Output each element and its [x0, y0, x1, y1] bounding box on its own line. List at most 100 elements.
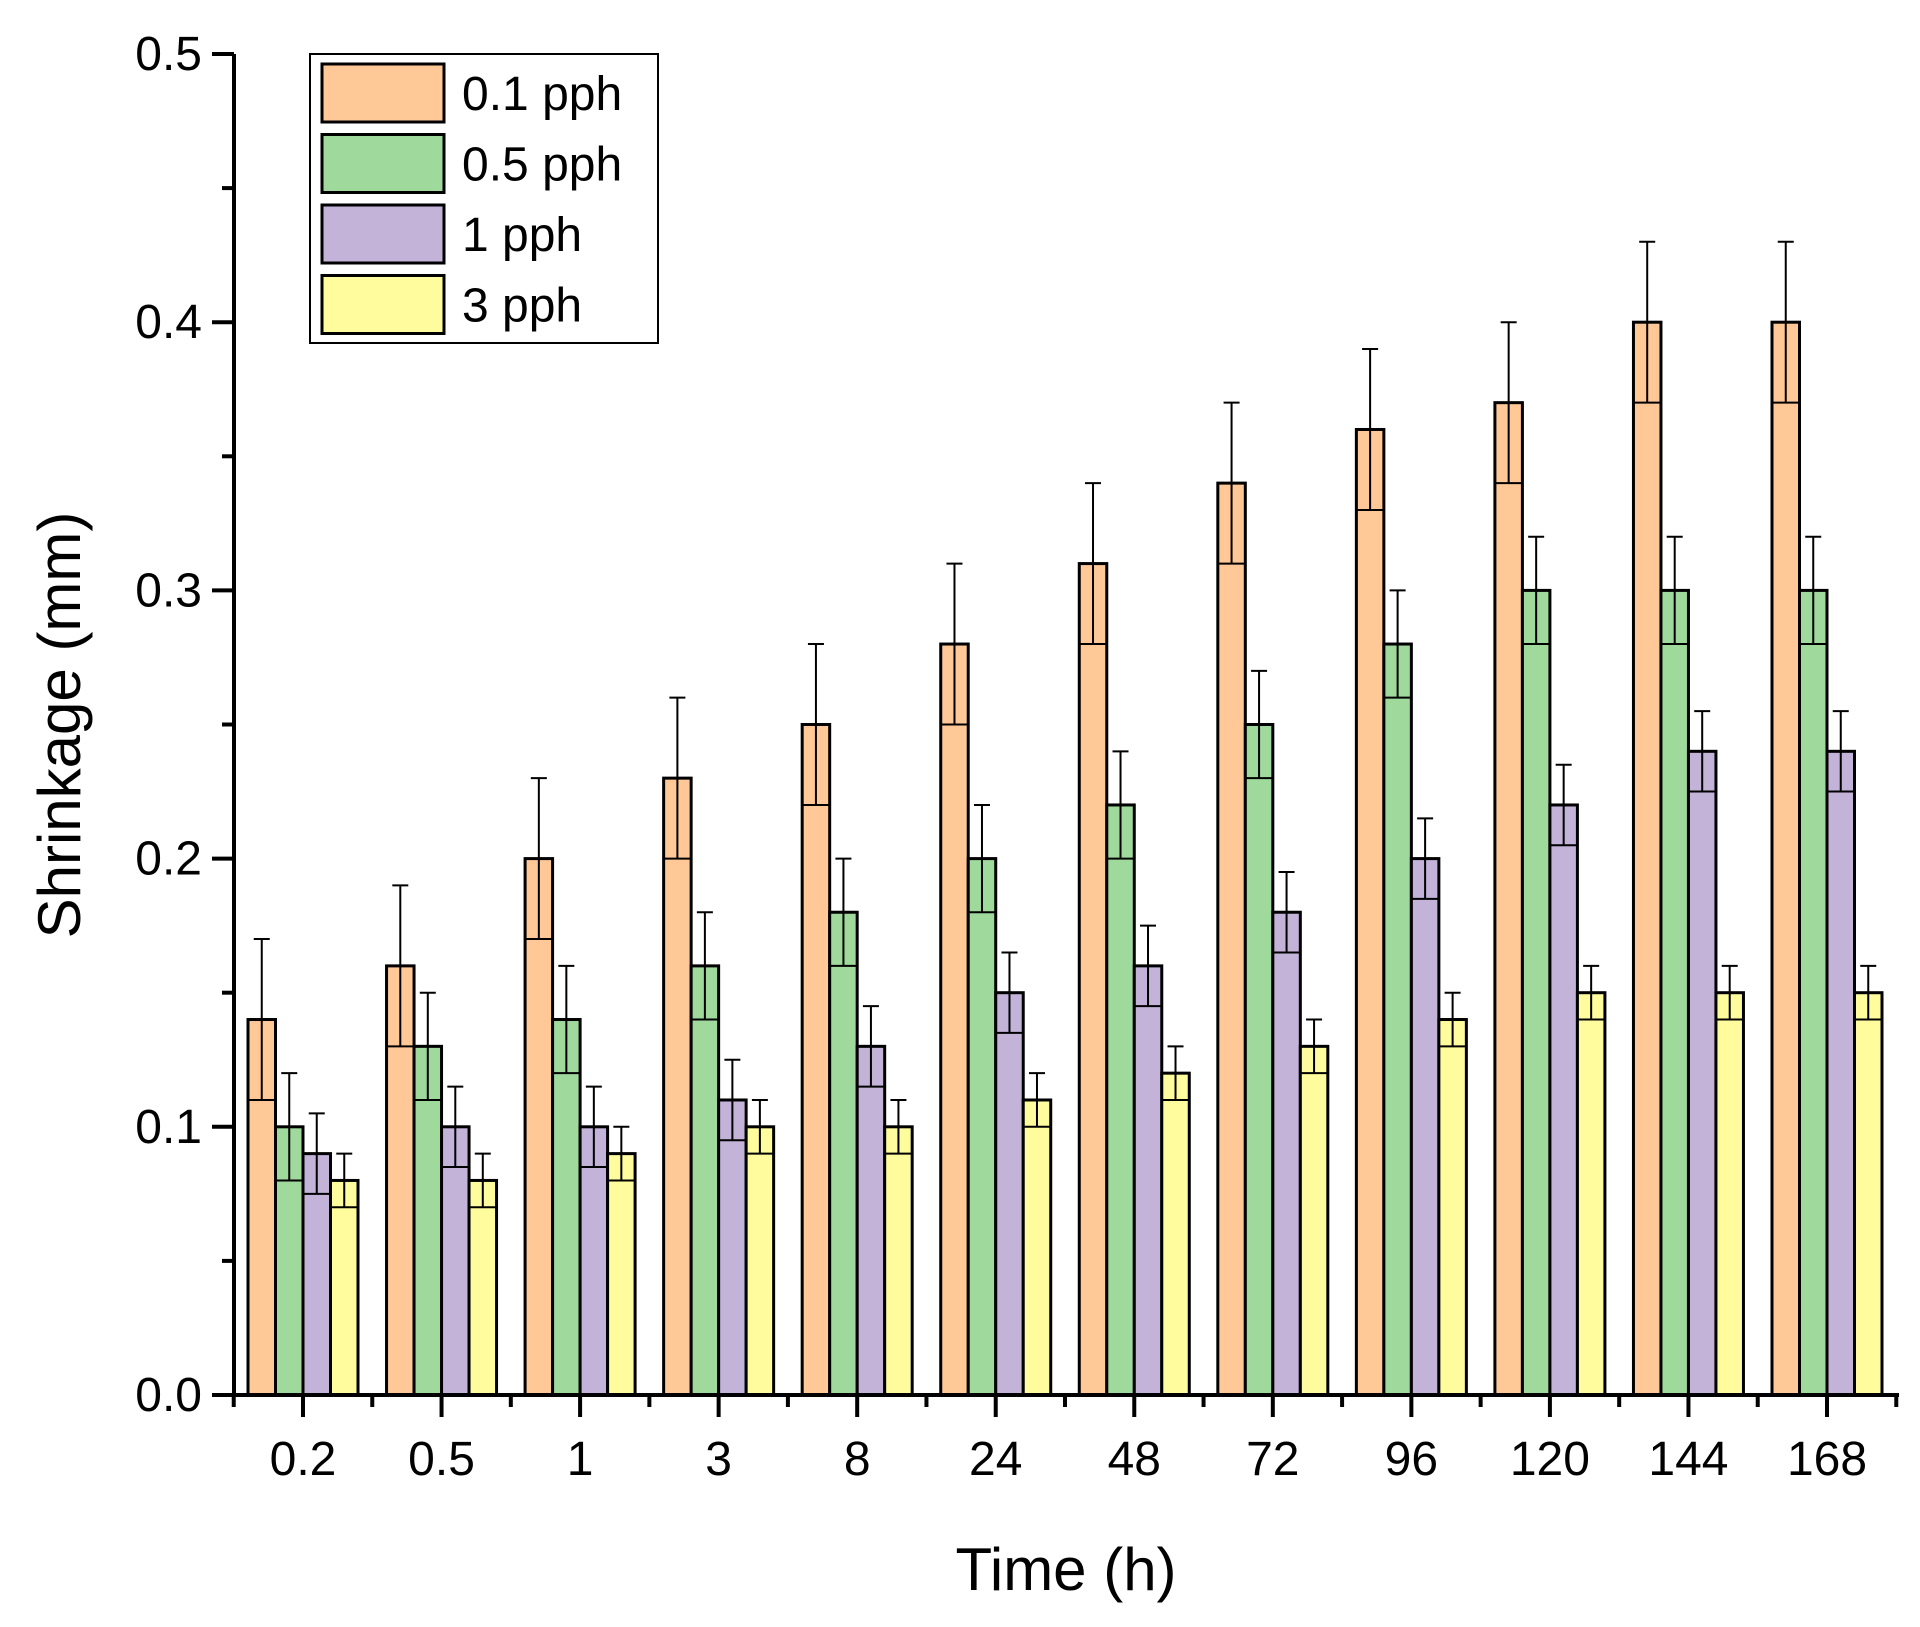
bar — [1298, 1044, 1330, 1397]
error-bar — [718, 1058, 747, 1142]
y-axis-title: Shrinkage (mm) — [26, 512, 93, 939]
error-bar — [1134, 924, 1162, 1008]
error-bar — [1633, 240, 1661, 404]
bar — [1825, 749, 1856, 1397]
error-bar — [995, 951, 1024, 1034]
legend: 0.1 pph 0.5 pph 1 pph 3 pph — [309, 53, 659, 344]
bar — [1271, 910, 1302, 1397]
error-bar — [386, 884, 415, 1048]
error-bar — [1854, 964, 1882, 1021]
bar — [1160, 1071, 1191, 1397]
bar — [1382, 642, 1413, 1397]
bar — [1243, 723, 1275, 1397]
bar — [551, 1018, 582, 1397]
error-bar — [1827, 710, 1855, 793]
x-axis-title: Time (h) — [955, 1536, 1176, 1603]
y-tick-label: 0.4 — [135, 296, 202, 349]
bar — [966, 857, 998, 1397]
bar — [1437, 1018, 1468, 1397]
error-bar — [746, 1098, 774, 1155]
x-tick-label: 72 — [1246, 1433, 1299, 1486]
legend-swatch — [320, 274, 446, 335]
error-bar — [1300, 1018, 1328, 1075]
bar — [689, 964, 721, 1397]
error-bar — [1577, 964, 1605, 1021]
y-tick-label: 0.5 — [135, 28, 202, 81]
error-bar — [525, 777, 553, 941]
error-bar — [1411, 817, 1439, 900]
bar — [1686, 749, 1718, 1397]
legend-label: 3 pph — [462, 280, 582, 333]
error-bar — [1799, 535, 1827, 646]
error-bar — [1245, 669, 1273, 780]
y-tick-label: 0.2 — [135, 833, 202, 886]
error-bar — [1383, 589, 1412, 699]
error-bar — [1660, 535, 1689, 646]
error-bar — [1522, 535, 1550, 646]
bars-layer — [246, 240, 1884, 1397]
bar — [855, 1044, 887, 1397]
x-tick-label: 1 — [567, 1433, 594, 1486]
x-tick-label: 144 — [1648, 1433, 1728, 1486]
error-bar — [607, 1125, 636, 1182]
error-bar — [1161, 1045, 1190, 1101]
error-bar — [1549, 763, 1578, 847]
error-bar — [857, 1005, 885, 1088]
error-bar — [1772, 240, 1800, 404]
bar — [1548, 803, 1579, 1397]
bar — [1409, 857, 1441, 1397]
error-bar — [663, 696, 692, 860]
bar — [1216, 481, 1247, 1397]
error-bar — [1438, 991, 1467, 1048]
bar — [717, 1098, 748, 1397]
error-bar — [441, 1085, 470, 1169]
bar — [994, 991, 1025, 1397]
bar — [1798, 588, 1829, 1397]
y-tick-label: 0.3 — [135, 564, 202, 617]
error-bar — [275, 1072, 303, 1182]
legend-swatch — [320, 133, 446, 194]
bar — [662, 776, 693, 1397]
error-bar — [1494, 321, 1523, 485]
y-tick-label: 0.1 — [135, 1101, 202, 1154]
x-tick-label: 48 — [1108, 1433, 1161, 1486]
error-bar — [968, 803, 996, 914]
y-tick-label: 0.0 — [135, 1369, 202, 1422]
error-bar — [1217, 401, 1246, 565]
x-tick-label: 0.2 — [270, 1433, 337, 1486]
bar — [329, 1178, 360, 1397]
error-bar — [1356, 348, 1384, 511]
bar — [800, 723, 832, 1397]
bar — [744, 1125, 776, 1397]
error-bar — [552, 964, 581, 1075]
bar — [467, 1178, 499, 1397]
error-bar — [1023, 1072, 1051, 1128]
x-tick-label: 120 — [1510, 1433, 1590, 1486]
bar — [1077, 562, 1109, 1397]
x-tick-label: 0.5 — [408, 1433, 475, 1486]
bar — [1631, 320, 1663, 1397]
error-bar — [1272, 871, 1301, 954]
bar — [1021, 1098, 1053, 1397]
bar — [883, 1125, 914, 1397]
bar — [1354, 427, 1386, 1397]
bar — [1853, 991, 1884, 1397]
error-bar — [940, 562, 969, 726]
error-bar — [248, 938, 276, 1101]
bar — [939, 642, 970, 1397]
error-bar — [1688, 710, 1716, 793]
error-bar — [829, 857, 858, 967]
bar — [1520, 588, 1552, 1397]
bar — [1493, 401, 1524, 1397]
x-tick-label: 3 — [705, 1433, 732, 1486]
bar — [1105, 803, 1136, 1397]
x-tick-label: 8 — [844, 1433, 871, 1486]
legend-swatch — [320, 62, 446, 124]
error-bar — [330, 1152, 358, 1209]
error-bar — [691, 911, 719, 1021]
error-bar — [1715, 964, 1744, 1021]
bar — [1132, 964, 1164, 1397]
legend-label: 0.5 pph — [462, 139, 622, 192]
bar — [1659, 588, 1690, 1397]
